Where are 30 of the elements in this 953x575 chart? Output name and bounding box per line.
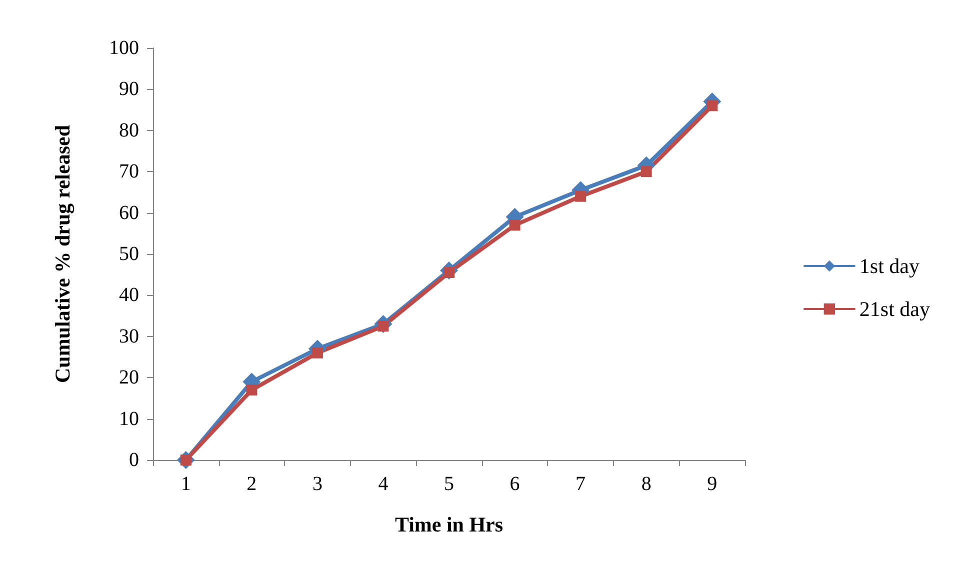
y-tick-label: 50 [119, 243, 139, 265]
y-tick-label: 60 [119, 202, 139, 224]
y-tick-label: 80 [119, 119, 139, 142]
x-axis-title: Time in Hrs [394, 512, 504, 536]
x-tick-label: 8 [641, 473, 652, 495]
x-tick-label: 5 [444, 473, 454, 495]
x-tick-label: 4 [378, 473, 388, 495]
point [706, 100, 718, 112]
y-tick-label: 100 [109, 37, 139, 59]
y-tick-label: 70 [119, 160, 139, 183]
point [312, 347, 323, 358]
y-tick-label: 0 [129, 449, 139, 471]
y-tick-label: 40 [119, 284, 139, 306]
y-tick-label: 90 [119, 78, 139, 100]
point [640, 166, 652, 178]
y-tick-label: 10 [119, 408, 139, 430]
legend-label: 21st day [859, 297, 930, 321]
x-tick-label: 1 [180, 473, 191, 495]
x-tick-label: 2 [246, 473, 257, 495]
point [246, 384, 258, 396]
legend-label: 1st day [859, 254, 920, 278]
x-tick-label: 7 [576, 473, 586, 495]
x-tick-label: 3 [312, 473, 322, 495]
point [509, 220, 520, 231]
x-tick-label: 9 [707, 473, 718, 495]
y-tick-label: 20 [119, 366, 139, 389]
x-tick-label: 6 [510, 473, 520, 495]
y-axis-title: Cumulative % drug released [50, 124, 74, 384]
point [575, 190, 586, 202]
y-tick-label: 30 [119, 325, 139, 348]
